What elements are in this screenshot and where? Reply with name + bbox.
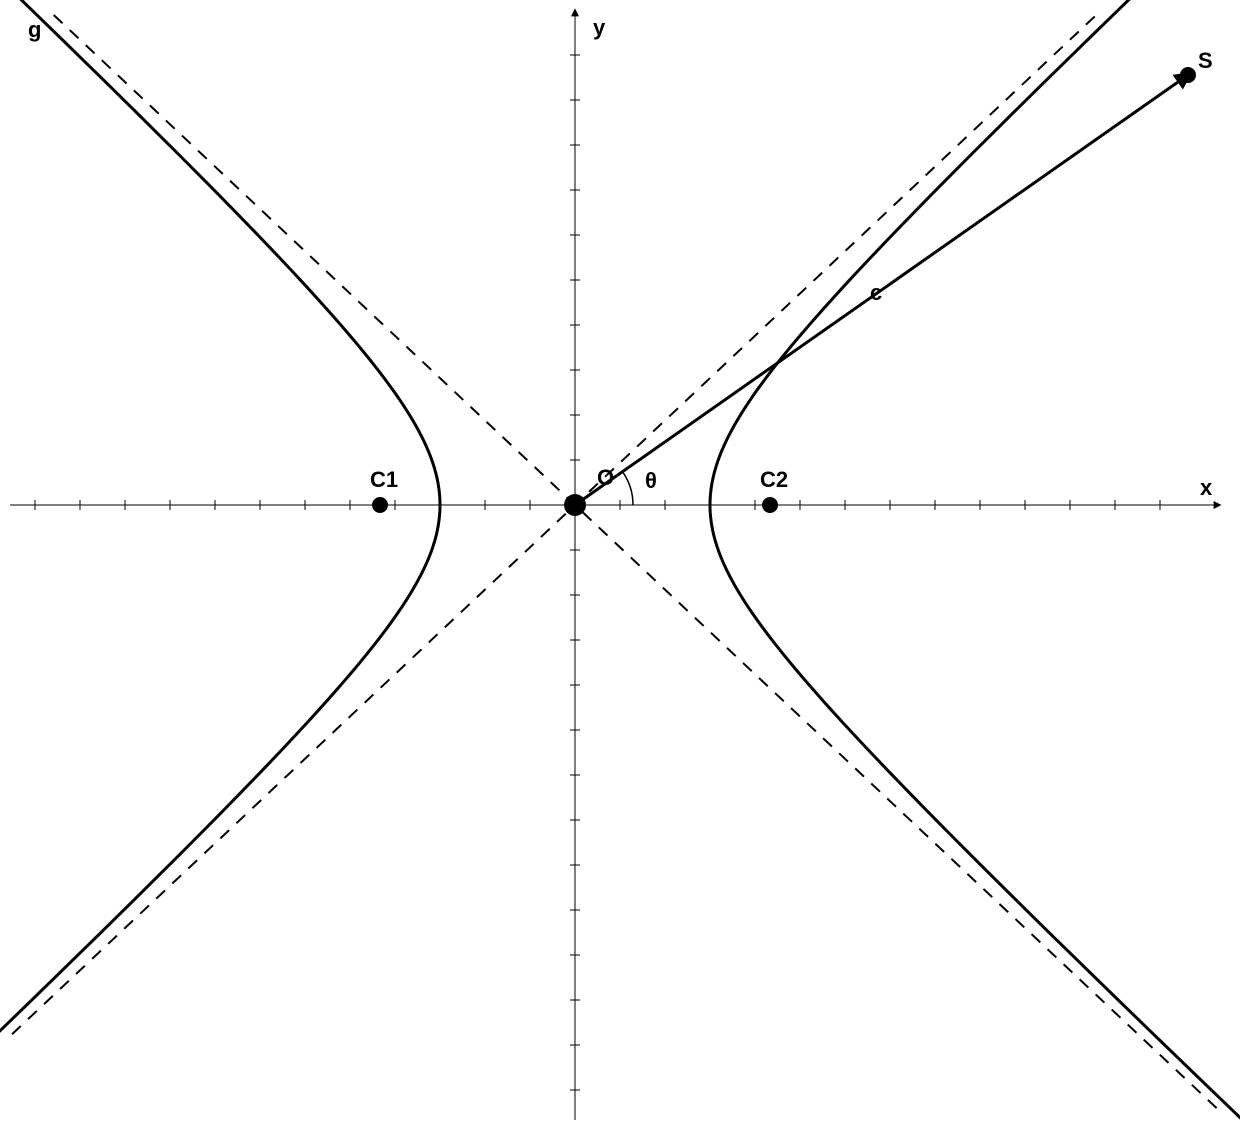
hyperbola-right-branch — [710, 0, 1240, 1133]
label-C1: C1 — [370, 467, 398, 492]
theta-arc — [623, 472, 633, 505]
y-axis-label: y — [593, 15, 606, 40]
asymptote-positive — [12, 15, 1096, 1034]
label-C2: C2 — [760, 467, 788, 492]
label-O: O — [597, 465, 614, 490]
point-C2 — [762, 497, 778, 513]
point-S — [1180, 67, 1196, 83]
point-C1 — [372, 497, 388, 513]
hyperbola-diagram: x y g c θ O C1 C2 S — [0, 0, 1240, 1133]
hyperbola-left-branch — [0, 0, 440, 1077]
theta-label: θ — [645, 468, 657, 493]
x-axis-label: x — [1200, 475, 1213, 500]
curve-label: c — [870, 280, 882, 305]
g-label: g — [28, 17, 41, 42]
asymptote-negative — [54, 15, 1218, 1109]
label-S: S — [1198, 48, 1213, 73]
point-O — [564, 494, 586, 516]
